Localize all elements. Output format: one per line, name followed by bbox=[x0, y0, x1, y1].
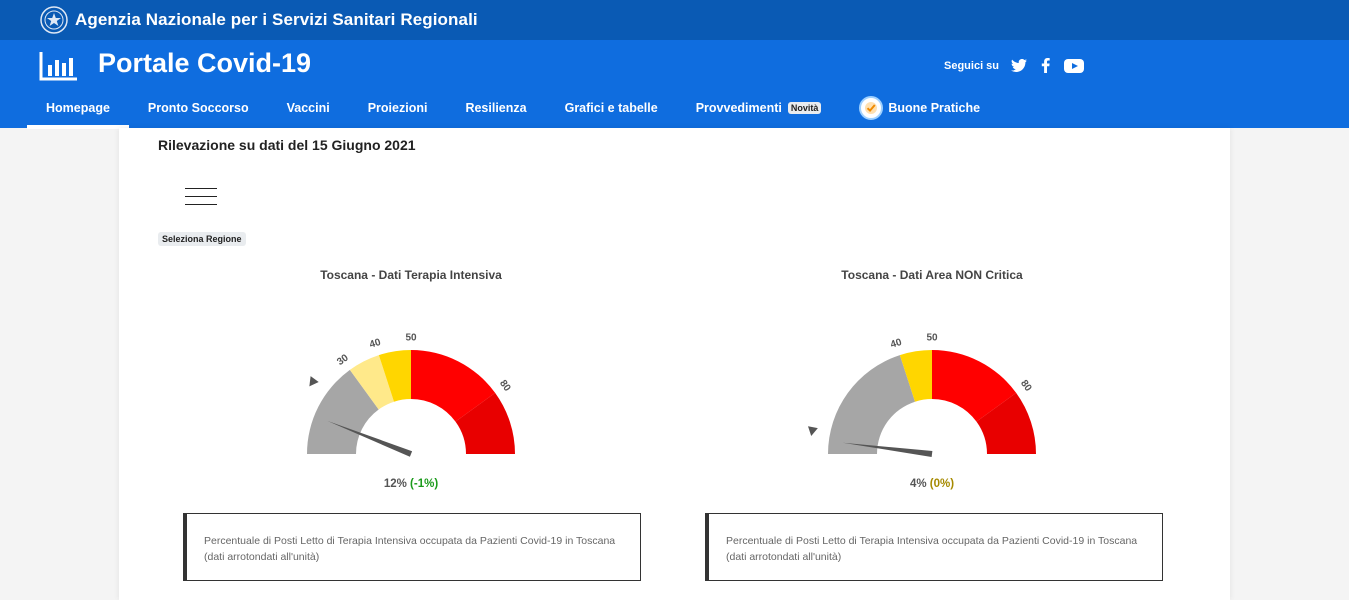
gauge-description: Percentuale di Posti Letto di Terapia In… bbox=[726, 535, 1138, 563]
gauge-band bbox=[932, 350, 1017, 422]
gauge-delta: (-1%) bbox=[410, 478, 439, 490]
gauge-title: Toscana - Dati Area NON Critica bbox=[841, 268, 1023, 282]
gauge-tick-label: 50 bbox=[926, 333, 938, 344]
chart-logo-icon[interactable] bbox=[39, 50, 79, 82]
hamburger-line bbox=[185, 204, 217, 205]
gauge-band bbox=[307, 369, 379, 454]
gauge-tick-label: 30 bbox=[335, 352, 351, 368]
check-badge-icon bbox=[859, 95, 884, 120]
gauge-description-box: Percentuale di Posti Letto di Terapia In… bbox=[183, 513, 641, 581]
gauge-description-box: Percentuale di Posti Letto di Terapia In… bbox=[705, 513, 1163, 581]
nav-provvedimenti[interactable]: Provvedimenti Novità bbox=[677, 87, 841, 128]
nav-label: Vaccini bbox=[286, 100, 330, 115]
gauge-previous-marker bbox=[807, 426, 818, 437]
agency-bar: Agenzia Nazionale per i Servizi Sanitari… bbox=[0, 0, 1349, 40]
gauge-band bbox=[976, 392, 1036, 454]
nav-proiezioni[interactable]: Proiezioni bbox=[349, 87, 447, 128]
nav-label: Resilienza bbox=[465, 100, 527, 115]
select-region-label[interactable]: Seleziona Regione bbox=[158, 232, 246, 246]
gauge-chart: 30 40 50 80 bbox=[307, 333, 515, 457]
nav-resilienza[interactable]: Resilienza bbox=[446, 87, 545, 128]
gauge-band bbox=[349, 355, 395, 410]
gauge-chart: 40 50 80 bbox=[807, 333, 1036, 457]
gauge-panel-area-non-critica: Toscana - Dati Area NON Critica 40 50 80 4… bbox=[702, 268, 1162, 490]
gauge-tick-label: 80 bbox=[1018, 378, 1034, 394]
nav-label: Pronto Soccorso bbox=[147, 100, 249, 115]
nav-vaccini[interactable]: Vaccini bbox=[268, 87, 349, 128]
hamburger-line bbox=[185, 196, 217, 197]
gauge-band bbox=[455, 392, 515, 454]
republic-emblem-icon[interactable] bbox=[40, 6, 68, 34]
facebook-icon[interactable] bbox=[1041, 58, 1050, 73]
gauge-previous-marker bbox=[309, 376, 319, 387]
gauge-band bbox=[378, 350, 411, 402]
new-badge: Novità bbox=[787, 101, 822, 114]
nav-label: Provvedimenti bbox=[695, 100, 782, 115]
gauge-title: Toscana - Dati Terapia Intensiva bbox=[320, 268, 502, 282]
portal-header: Portale Covid-19 Seguici su Homepage Pro… bbox=[0, 40, 1349, 129]
gauge-band bbox=[411, 350, 496, 422]
menu-toggle-icon[interactable] bbox=[185, 188, 217, 208]
gauge-tick-label: 80 bbox=[497, 378, 513, 394]
agency-name[interactable]: Agenzia Nazionale per i Servizi Sanitari… bbox=[75, 10, 478, 29]
youtube-icon[interactable] bbox=[1064, 58, 1085, 73]
nav-buone-pratiche[interactable]: Buone Pratiche bbox=[840, 87, 999, 128]
gauge-value: 4% (0%) bbox=[702, 478, 1162, 490]
social-links: Seguici su bbox=[944, 58, 1098, 73]
twitter-icon[interactable] bbox=[1011, 59, 1028, 72]
gauge-tick-label: 40 bbox=[889, 337, 903, 351]
content-card: Rilevazione su dati del 15 Giugno 2021 S… bbox=[119, 128, 1230, 600]
gauge-needle bbox=[842, 442, 933, 457]
gauge-needle bbox=[327, 420, 413, 457]
gauge-value: 12% (-1%) bbox=[181, 478, 641, 490]
follow-label: Seguici su bbox=[944, 59, 1000, 72]
gauge-band bbox=[828, 355, 916, 454]
gauge-tick-label: 40 bbox=[368, 337, 382, 351]
survey-date-title: Rilevazione su dati del 15 Giugno 2021 bbox=[158, 137, 416, 153]
nav-grafici-tabelle[interactable]: Grafici e tabelle bbox=[546, 87, 677, 128]
nav-pronto-soccorso[interactable]: Pronto Soccorso bbox=[129, 87, 268, 128]
main-nav: Homepage Pronto Soccorso Vaccini Proiezi… bbox=[27, 87, 999, 129]
nav-label: Buone Pratiche bbox=[888, 100, 981, 115]
gauge-panel-terapia-intensiva: Toscana - Dati Terapia Intensiva 30 40 50 8… bbox=[181, 268, 641, 490]
hamburger-line bbox=[185, 188, 217, 189]
nav-homepage[interactable]: Homepage bbox=[27, 87, 129, 129]
gauge-tick-label: 50 bbox=[405, 333, 417, 344]
gauge-percent: 12% bbox=[383, 478, 407, 490]
nav-label: Proiezioni bbox=[367, 100, 428, 115]
gauge-band bbox=[899, 350, 932, 402]
portal-title[interactable]: Portale Covid-19 bbox=[98, 48, 312, 78]
gauge-percent: 4% bbox=[909, 478, 927, 490]
gauge-delta: (0%) bbox=[929, 478, 955, 490]
nav-label: Grafici e tabelle bbox=[564, 100, 658, 115]
nav-label: Homepage bbox=[46, 100, 110, 115]
gauge-description: Percentuale di Posti Letto di Terapia In… bbox=[204, 535, 616, 563]
